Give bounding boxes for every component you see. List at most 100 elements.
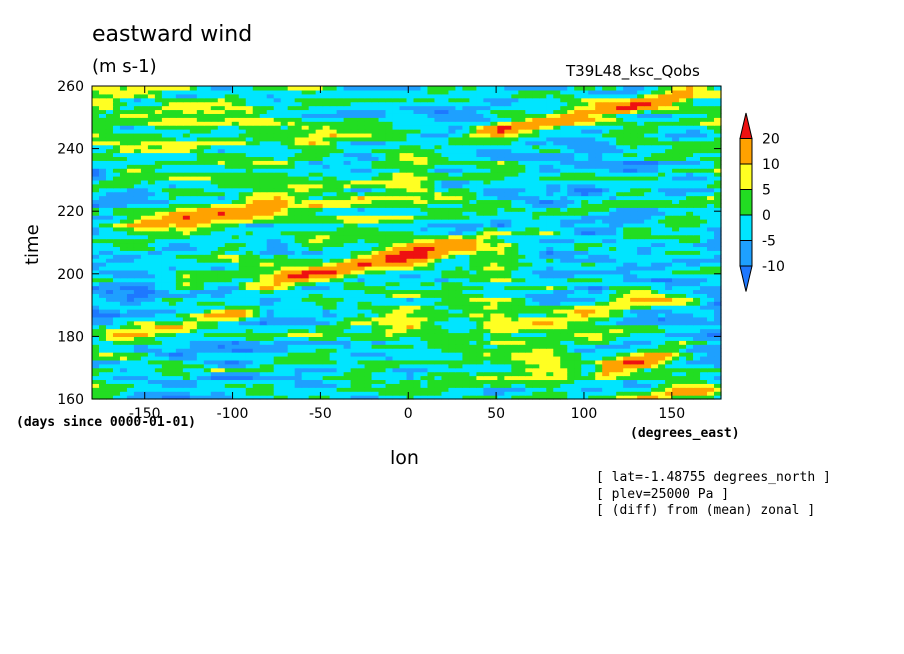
heatmap-cell	[644, 226, 652, 232]
heatmap-cell	[518, 269, 526, 275]
heatmap-cell	[539, 238, 547, 244]
heatmap-cell	[273, 324, 282, 330]
heatmap-cell	[385, 222, 394, 228]
heatmap-cell	[441, 312, 450, 318]
heatmap-cell	[147, 277, 156, 283]
heatmap-cell	[448, 277, 457, 283]
heatmap-cell	[448, 195, 457, 201]
heatmap-cell	[105, 312, 114, 318]
heatmap-cell	[238, 183, 247, 189]
heatmap-cell	[105, 246, 114, 251]
heatmap-cell	[238, 219, 247, 224]
heatmap-cell	[532, 238, 540, 244]
heatmap-cell	[490, 395, 498, 400]
heatmap-cell	[154, 293, 163, 298]
heatmap-cell	[455, 363, 464, 369]
heatmap-cell	[518, 344, 526, 349]
heatmap-cell	[252, 383, 261, 388]
heatmap-cell	[602, 230, 610, 236]
heatmap-cell	[546, 375, 554, 381]
heatmap-cell	[406, 312, 415, 318]
heatmap-cell	[336, 367, 345, 373]
heatmap-cell	[427, 301, 436, 306]
heatmap-cell	[259, 367, 268, 373]
heatmap-cell	[644, 285, 652, 291]
heatmap-cell	[322, 207, 331, 212]
heatmap-cell	[245, 254, 254, 259]
heatmap-cell	[385, 191, 394, 197]
heatmap-cell	[140, 379, 149, 384]
heatmap-cell	[238, 371, 247, 377]
heatmap-cell	[546, 320, 554, 326]
heatmap-cell	[105, 344, 114, 349]
heatmap-cell	[371, 375, 380, 381]
heatmap-cell	[126, 371, 135, 377]
heatmap-cell	[574, 301, 582, 306]
heatmap-cell	[413, 316, 422, 322]
heatmap-cell	[371, 226, 380, 232]
heatmap-cell	[441, 355, 450, 361]
heatmap-cell	[322, 324, 331, 330]
heatmap-cell	[245, 269, 254, 275]
heatmap-cell	[336, 320, 345, 326]
heatmap-cell	[609, 355, 617, 361]
heatmap-cell	[182, 340, 191, 345]
heatmap-cell	[427, 207, 436, 212]
heatmap-cell	[637, 222, 645, 228]
heatmap-cell	[175, 219, 184, 224]
heatmap-cell	[154, 328, 163, 334]
heatmap-cell	[448, 265, 457, 271]
heatmap-cell	[259, 387, 268, 392]
heatmap-cell	[294, 250, 303, 255]
heatmap-cell	[133, 258, 142, 263]
heatmap-cell	[154, 297, 163, 302]
heatmap-cell	[126, 387, 135, 392]
heatmap-cell	[490, 234, 498, 240]
heatmap-cell	[637, 211, 645, 216]
heatmap-cell	[126, 312, 135, 318]
heatmap-cell	[322, 246, 331, 251]
heatmap-cell	[420, 383, 429, 388]
heatmap-cell	[427, 265, 436, 271]
heatmap-cell	[238, 387, 247, 392]
heatmap-cell	[567, 250, 575, 255]
heatmap-cell	[665, 336, 673, 341]
heatmap-cell	[679, 226, 687, 232]
heatmap-cell	[560, 258, 568, 263]
heatmap-cell	[308, 211, 317, 216]
heatmap-cell	[560, 359, 568, 365]
heatmap-cell	[588, 203, 596, 208]
heatmap-cell	[644, 246, 652, 251]
heatmap-cell	[98, 234, 107, 240]
heatmap-cell	[581, 234, 589, 240]
heatmap-cell	[462, 359, 470, 365]
heatmap-cell	[273, 289, 282, 294]
heatmap-cell	[161, 289, 170, 294]
heatmap-cell	[126, 375, 135, 381]
heatmap-cell	[595, 195, 603, 201]
heatmap-cell	[301, 379, 310, 384]
heatmap-cell	[175, 355, 184, 361]
heatmap-cell	[280, 215, 289, 220]
heatmap-cell	[378, 195, 387, 201]
heatmap-cell	[546, 183, 554, 189]
heatmap-cell	[686, 191, 694, 197]
heatmap-cell	[406, 219, 415, 224]
heatmap-cell	[567, 258, 575, 263]
heatmap-cell	[511, 254, 519, 259]
heatmap-cell	[497, 344, 505, 349]
heatmap-cell	[658, 195, 666, 201]
heatmap-cell	[700, 242, 708, 248]
heatmap-cell	[623, 301, 631, 306]
heatmap-cell	[392, 391, 401, 396]
heatmap-cell	[154, 383, 163, 388]
heatmap-cell	[231, 215, 240, 220]
heatmap-cell	[189, 195, 198, 201]
heatmap-cell	[546, 348, 554, 353]
heatmap-cell	[280, 395, 289, 400]
heatmap-cell	[714, 336, 722, 341]
heatmap-cell	[511, 265, 519, 271]
heatmap-cell	[343, 309, 352, 314]
heatmap-cell	[92, 226, 100, 232]
heatmap-cell	[581, 328, 589, 334]
